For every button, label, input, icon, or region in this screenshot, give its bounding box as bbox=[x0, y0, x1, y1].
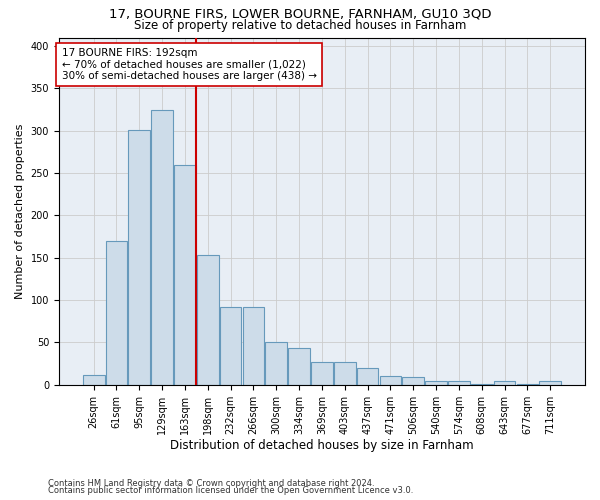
Bar bbox=[517, 384, 538, 385]
Bar bbox=[265, 342, 287, 385]
X-axis label: Distribution of detached houses by size in Farnham: Distribution of detached houses by size … bbox=[170, 440, 474, 452]
Bar bbox=[494, 382, 515, 385]
Text: Size of property relative to detached houses in Farnham: Size of property relative to detached ho… bbox=[134, 18, 466, 32]
Text: 17 BOURNE FIRS: 192sqm
← 70% of detached houses are smaller (1,022)
30% of semi-: 17 BOURNE FIRS: 192sqm ← 70% of detached… bbox=[62, 48, 317, 81]
Bar bbox=[242, 307, 265, 385]
Bar bbox=[403, 377, 424, 385]
Bar bbox=[311, 362, 333, 385]
Bar bbox=[380, 376, 401, 385]
Bar bbox=[334, 362, 356, 385]
Bar bbox=[357, 368, 379, 385]
Bar bbox=[106, 241, 127, 385]
Bar bbox=[197, 255, 218, 385]
Bar bbox=[220, 307, 241, 385]
Text: Contains public sector information licensed under the Open Government Licence v3: Contains public sector information licen… bbox=[48, 486, 413, 495]
Bar bbox=[151, 110, 173, 385]
Bar bbox=[288, 348, 310, 385]
Bar bbox=[128, 130, 150, 385]
Bar bbox=[448, 382, 470, 385]
Bar bbox=[174, 164, 196, 385]
Bar bbox=[539, 382, 561, 385]
Y-axis label: Number of detached properties: Number of detached properties bbox=[15, 124, 25, 299]
Text: 17, BOURNE FIRS, LOWER BOURNE, FARNHAM, GU10 3QD: 17, BOURNE FIRS, LOWER BOURNE, FARNHAM, … bbox=[109, 8, 491, 20]
Bar bbox=[471, 384, 493, 385]
Text: Contains HM Land Registry data © Crown copyright and database right 2024.: Contains HM Land Registry data © Crown c… bbox=[48, 478, 374, 488]
Bar bbox=[83, 374, 104, 385]
Bar bbox=[425, 382, 447, 385]
